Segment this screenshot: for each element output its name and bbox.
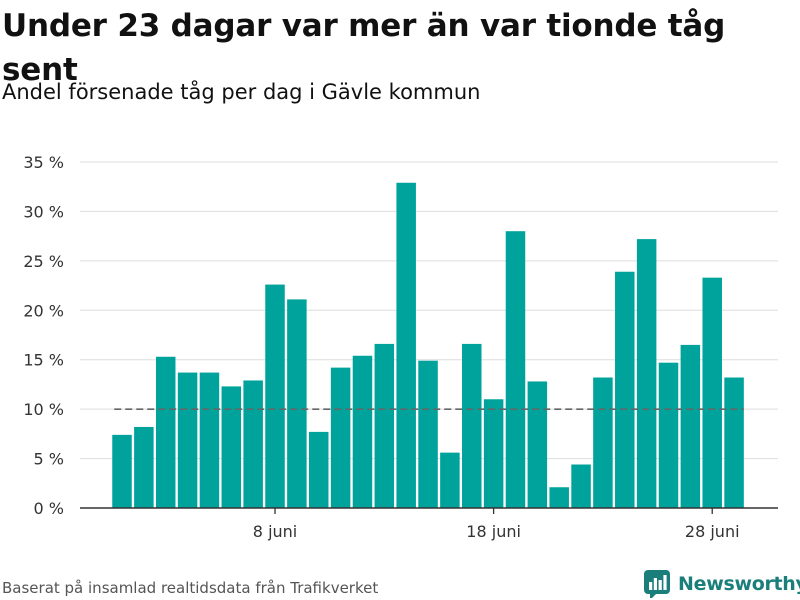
bar xyxy=(658,362,679,508)
bar xyxy=(308,431,329,508)
bar xyxy=(374,343,395,508)
bar xyxy=(527,381,548,508)
bar xyxy=(505,231,526,508)
bar xyxy=(199,372,220,508)
bar xyxy=(112,434,132,508)
bar xyxy=(549,487,569,508)
bar xyxy=(702,277,722,508)
bar xyxy=(571,464,591,508)
bar xyxy=(396,182,416,508)
bar xyxy=(724,377,744,508)
bar xyxy=(593,377,613,508)
chart-title: Under 23 dagar var mer än var tionde tåg… xyxy=(2,8,726,88)
bar xyxy=(134,426,154,508)
y-tick-label: 10 % xyxy=(23,400,64,419)
bar xyxy=(287,299,307,508)
x-tick-label: 8 juni xyxy=(253,522,297,541)
brand-logo: Newsworthy xyxy=(644,568,800,600)
y-tick-label: 35 % xyxy=(23,153,64,172)
bar xyxy=(418,360,438,508)
x-tick-label: 28 juni xyxy=(685,522,740,541)
bar xyxy=(330,367,351,508)
y-tick-label: 15 % xyxy=(23,351,64,370)
bar xyxy=(177,372,198,508)
y-tick-label: 25 % xyxy=(23,252,64,271)
bar xyxy=(636,239,657,509)
source-footnote: Baserat på insamlad realtidsdata från Tr… xyxy=(2,579,379,597)
bar xyxy=(440,452,460,508)
bar xyxy=(462,343,482,508)
bar-chart-logo-icon xyxy=(644,570,670,598)
y-tick-label: 30 % xyxy=(23,202,64,221)
chart-subtitle: Andel försenade tåg per dag i Gävle komm… xyxy=(2,80,481,104)
y-tick-label: 0 % xyxy=(34,499,64,518)
brand-name: Newsworthy xyxy=(678,573,800,595)
bar xyxy=(680,344,701,508)
x-tick-label: 18 juni xyxy=(466,522,521,541)
y-tick-label: 5 % xyxy=(34,450,64,469)
bar xyxy=(243,380,263,508)
bar xyxy=(221,386,242,508)
bar xyxy=(615,271,635,508)
y-tick-label: 20 % xyxy=(23,301,64,320)
bar-chart: 0 % 5 % 10 % 15 % 20 % 25 % 30 % 35 % 8 juni 18 j… xyxy=(23,153,778,541)
bar xyxy=(483,399,504,508)
bar xyxy=(155,356,176,508)
bar xyxy=(352,355,373,508)
bar xyxy=(265,284,285,508)
